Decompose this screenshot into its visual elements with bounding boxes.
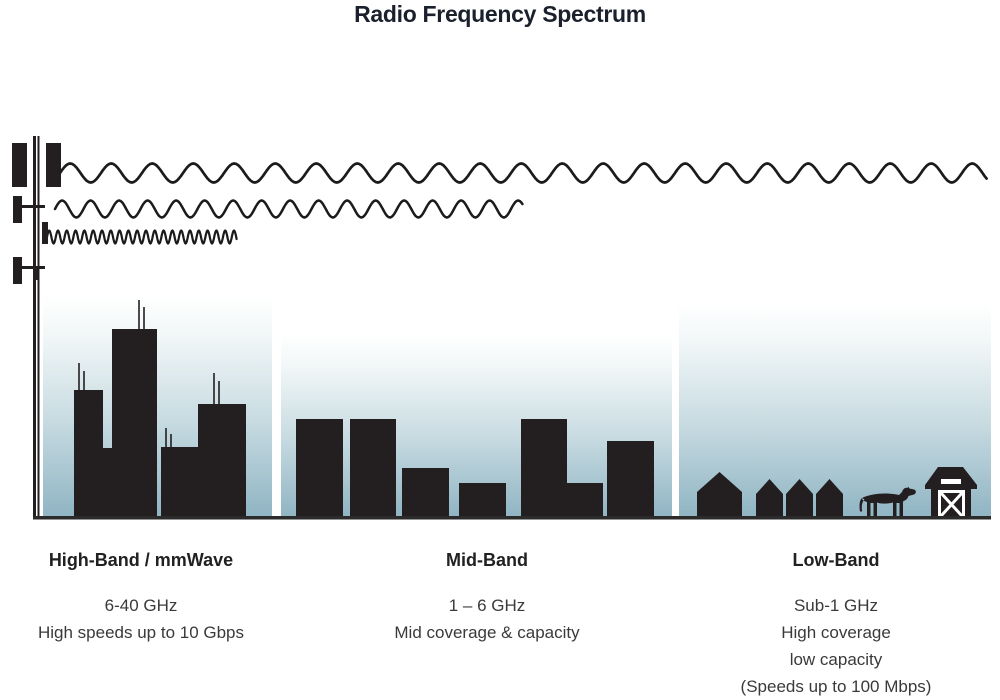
low-band-long-wave-icon <box>58 162 988 184</box>
barn-icon <box>925 467 977 518</box>
cow-icon <box>859 486 916 517</box>
building <box>567 483 603 518</box>
band-detail-line: low capacity <box>789 650 883 669</box>
skyscraper <box>198 404 246 518</box>
house-icon <box>786 479 813 518</box>
band-title-high: High-Band / mmWave <box>48 550 234 570</box>
band-details-low: Sub-1 GHz High coverage low capacity (Speed… <box>741 592 932 700</box>
skyscraper <box>161 447 198 518</box>
building <box>521 419 567 518</box>
page-title: Radio Frequency Spectrum <box>354 1 646 27</box>
band-detail-line: High coverage <box>781 623 891 642</box>
building <box>350 419 396 518</box>
band-detail-line: (Speeds up to 100 Mbps) <box>740 677 932 696</box>
building <box>296 419 343 518</box>
band-details-mid: 1 – 6 GHz Mid coverage & capacity <box>394 592 579 646</box>
house-icon <box>697 472 742 518</box>
mid-band-medium-wave-icon <box>53 199 524 219</box>
band-details-high: 6-40 GHz High speeds up to 10 Gbps <box>38 592 244 646</box>
skyscraper <box>74 390 103 518</box>
band-title-low: Low-Band <box>792 550 880 570</box>
building <box>607 441 654 518</box>
high-band-skyline <box>74 300 246 518</box>
band-title-mid: Mid-Band <box>446 550 528 570</box>
band-detail-line: Sub-1 GHz <box>793 596 879 615</box>
band-label-mid: Mid-Band 1 – 6 GHz Mid coverage & capacit… <box>394 550 579 646</box>
band-label-low: Low-Band Sub-1 GHz High coverage low capac… <box>741 550 932 700</box>
skyscraper <box>112 329 157 518</box>
house-icon <box>756 479 783 518</box>
band-detail-line: 6-40 GHz <box>104 596 178 615</box>
high-band-short-wave-icon <box>45 229 238 245</box>
mid-band-skyline <box>296 419 654 518</box>
building <box>402 468 449 518</box>
barn-window <box>941 479 961 484</box>
house-icon <box>816 479 843 518</box>
band-detail-line: Mid coverage & capacity <box>394 623 580 642</box>
cell-tower-icon <box>12 136 61 518</box>
building <box>459 483 506 518</box>
band-detail-line: High speeds up to 10 Gbps <box>37 623 245 642</box>
band-label-high: High-Band / mmWave 6-40 GHz High speeds u… <box>38 550 244 646</box>
band-detail-line: 1 – 6 GHz <box>448 596 526 615</box>
ground-line <box>33 516 991 520</box>
low-band-farm <box>697 467 977 518</box>
skyscraper <box>103 448 113 518</box>
